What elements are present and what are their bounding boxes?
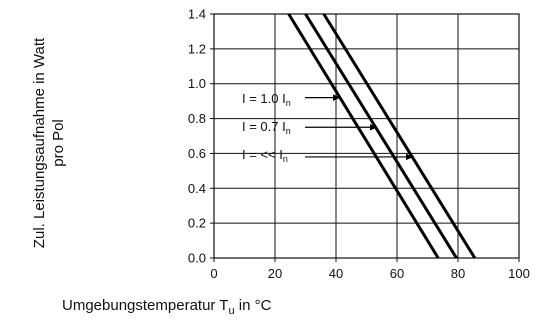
x-tick-label: 0	[210, 266, 217, 281]
series-line-3	[322, 13, 477, 259]
series-line-1	[287, 13, 440, 259]
y-tick-label: 1.2	[188, 41, 206, 56]
series-label-3: I = << In	[242, 147, 288, 164]
series-line-2	[304, 13, 458, 259]
x-axis-label-main: Umgebungstemperatur T	[62, 297, 228, 314]
y-axis-label-line-2: pro Pol	[50, 119, 67, 167]
x-axis-label-suffix: in °C	[235, 297, 272, 314]
series-label-subscript: n	[286, 98, 291, 108]
series-label-main: I = 1.0 I	[242, 91, 286, 106]
y-tick-label: 0.0	[188, 251, 206, 266]
y-tick-label: 1.4	[188, 7, 206, 22]
y-axis-label: Zul. Leistungsaufnahme in Watt	[31, 37, 48, 248]
annotations: I = 1.0 InI = 0.7 InI = << In	[242, 91, 414, 164]
series-label-subscript: n	[283, 154, 288, 164]
plot-frame	[213, 13, 520, 259]
y-tick-label: 0.6	[188, 146, 206, 161]
y-tick-label: 0.2	[188, 216, 206, 231]
x-tick-label: 100	[508, 266, 530, 281]
grid	[213, 13, 520, 259]
x-axis-label: Umgebungstemperatur Tu in °C	[62, 297, 272, 317]
series-label-main: I = 0.7 I	[242, 119, 286, 134]
series-lines	[287, 13, 477, 259]
series-label-subscript: n	[286, 126, 291, 136]
x-axis-label-subscript: u	[228, 305, 234, 317]
series-label-main: I = << I	[242, 147, 283, 162]
x-tick-label: 20	[268, 266, 282, 281]
y-tick-label: 1.0	[188, 76, 206, 91]
series-label-2: I = 0.7 In	[242, 119, 291, 136]
y-tick-label: 0.8	[188, 111, 206, 126]
series-label-1: I = 1.0 In	[242, 91, 291, 108]
y-tick-label: 0.4	[188, 181, 206, 196]
x-tick-label: 80	[451, 266, 465, 281]
axes: 0.0 0.2 0.4 0.6 0.8 1.0 1.2 1.4 0 20 40 60 80 100	[188, 7, 530, 282]
x-tick-label: 60	[390, 266, 404, 281]
x-tick-label: 40	[329, 266, 343, 281]
